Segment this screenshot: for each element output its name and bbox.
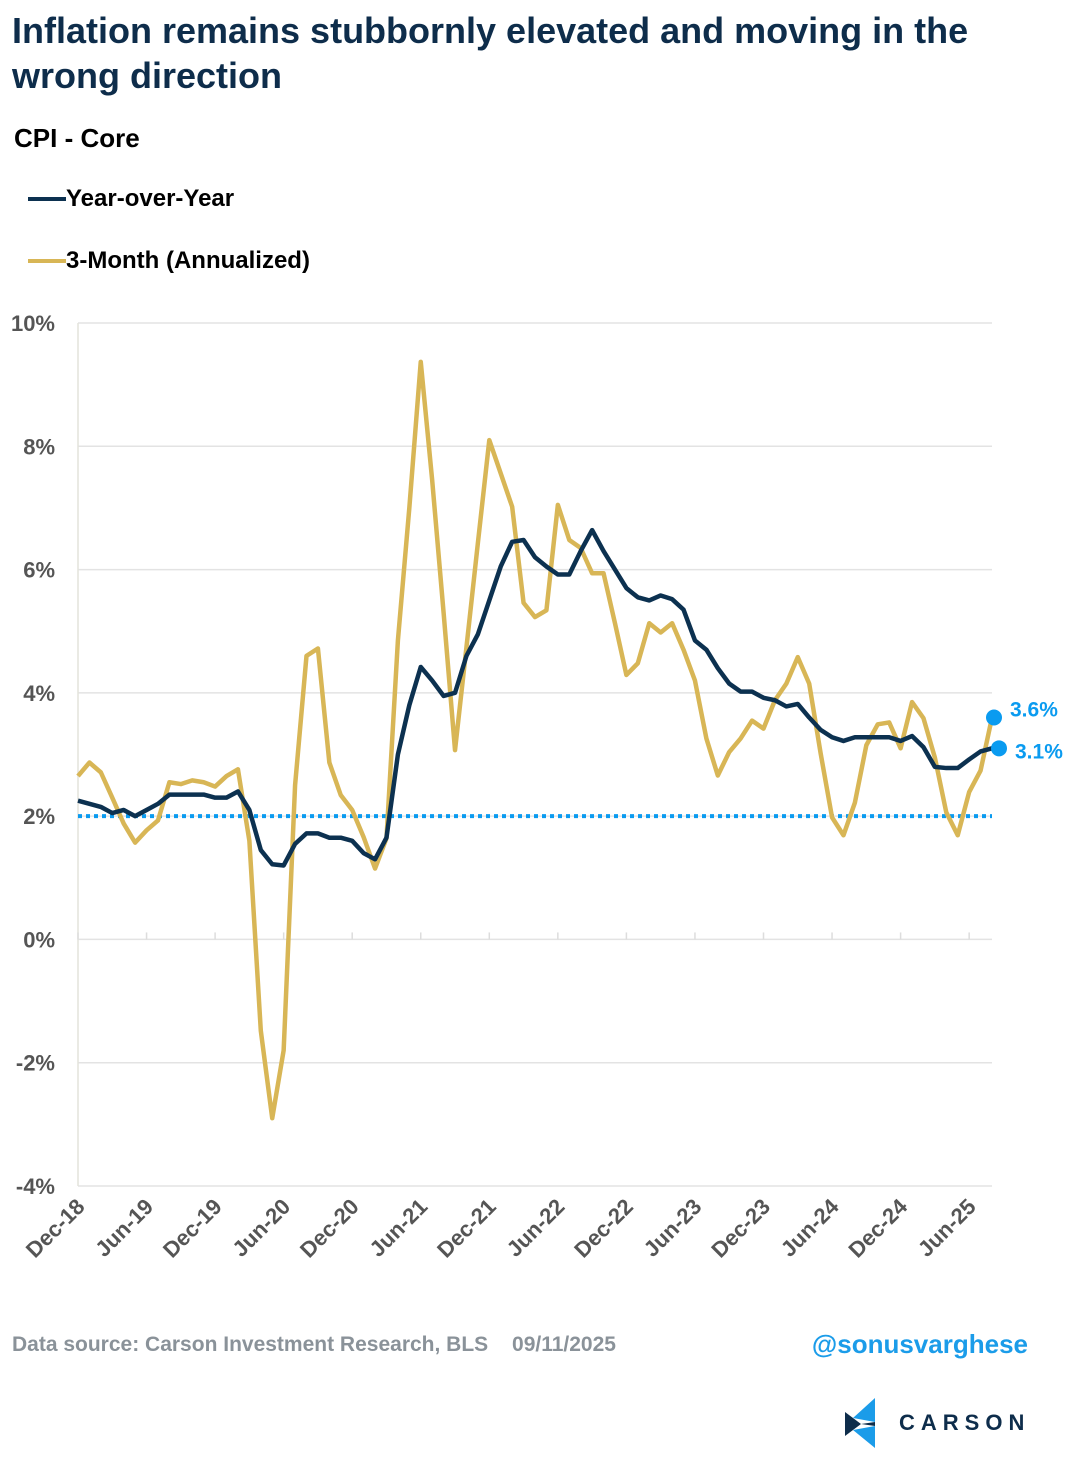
y-tick-label: 8% xyxy=(23,434,55,459)
x-tick-label: Jun-19 xyxy=(90,1194,158,1262)
chart-title: Inflation remains stubbornly elevated an… xyxy=(12,10,969,96)
x-tick-label: Jun-21 xyxy=(364,1194,432,1262)
legend-label-yoy: Year-over-Year xyxy=(66,185,235,212)
carson-logo-icon xyxy=(845,1398,875,1448)
x-tick-label: Dec-19 xyxy=(158,1194,227,1263)
legend-item-3m: 3-Month (Annualized) xyxy=(28,247,310,275)
line-chart: -4%-2%0%2%4%6%8%10%Dec-18 Jun-19 Dec-19 Jun… xyxy=(11,311,1063,1263)
end-label-3-month: 3.6% xyxy=(1010,699,1058,722)
x-tick-label: Dec-22 xyxy=(569,1194,638,1263)
y-tick-label: 6% xyxy=(23,558,55,583)
x-tick-label: Jun-20 xyxy=(227,1194,295,1262)
y-tick-label: 4% xyxy=(23,681,55,706)
series-line-3-month xyxy=(76,359,995,1121)
y-tick-label: -2% xyxy=(16,1051,55,1076)
end-marker-yoy xyxy=(991,740,1007,757)
author-handle[interactable]: @sonusvarghese xyxy=(811,1329,1028,1359)
x-tick-label: Jun-23 xyxy=(639,1194,707,1262)
publish-date: 09/11/2025 xyxy=(512,1333,616,1356)
x-tick-label: Jun-25 xyxy=(913,1194,981,1262)
legend-label-3m: 3-Month (Annualized) xyxy=(66,247,310,274)
chart-subtitle: CPI - Core xyxy=(14,123,140,153)
y-tick-label: 0% xyxy=(23,927,55,952)
x-tick-label: Dec-21 xyxy=(432,1194,501,1263)
footer-source: Data source: Carson Investment Research,… xyxy=(12,1333,634,1357)
x-tick-label: Jun-22 xyxy=(502,1194,570,1262)
legend-swatch-3m xyxy=(28,259,66,263)
legend-item-yoy: Year-over-Year xyxy=(28,185,234,213)
x-tick-label: Dec-20 xyxy=(295,1194,364,1263)
x-tick-label: Dec-23 xyxy=(706,1194,775,1263)
x-tick-label: Dec-24 xyxy=(843,1193,912,1262)
carson-logo: CARSON xyxy=(845,1398,1030,1448)
carson-logo-text: CARSON xyxy=(899,1410,1031,1435)
y-tick-label: -4% xyxy=(16,1174,55,1199)
x-tick-label: Jun-24 xyxy=(776,1193,844,1261)
end-label-yoy: 3.1% xyxy=(1015,740,1063,763)
end-marker-3-month xyxy=(986,709,1002,726)
x-tick-label: Dec-18 xyxy=(21,1194,90,1263)
series-line-yoy xyxy=(77,527,993,868)
y-tick-label: 2% xyxy=(23,804,55,829)
data-source: Data source: Carson Investment Research,… xyxy=(12,1333,489,1356)
y-tick-label: 10% xyxy=(11,311,55,336)
legend-swatch-yoy xyxy=(28,197,66,201)
